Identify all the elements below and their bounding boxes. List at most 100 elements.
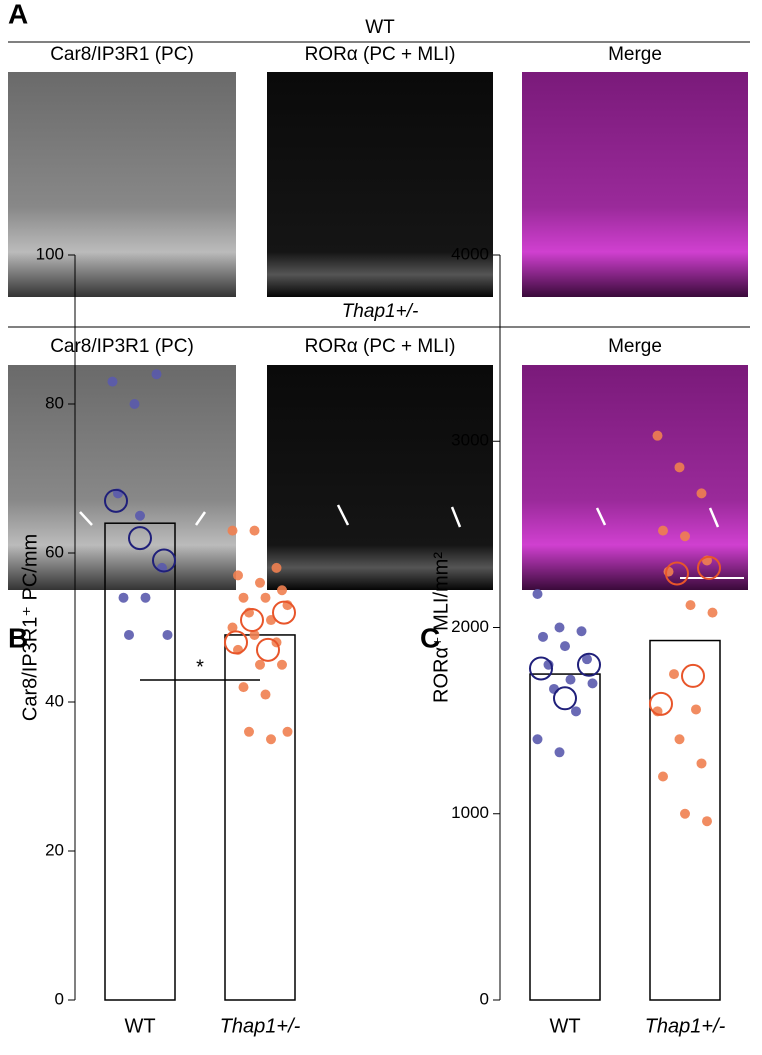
y-tick-label: 3000 bbox=[451, 431, 489, 450]
data-point bbox=[532, 588, 543, 599]
data-point bbox=[538, 631, 548, 642]
animal-mean bbox=[128, 526, 152, 551]
animal-mean bbox=[553, 686, 577, 711]
data-point bbox=[238, 592, 249, 603]
data-point bbox=[227, 622, 238, 633]
micrographs bbox=[8, 72, 748, 590]
data-point bbox=[260, 689, 271, 700]
data-point bbox=[685, 600, 696, 611]
x-tick-label: Thap1+/- bbox=[645, 1015, 726, 1037]
micrograph bbox=[267, 72, 493, 297]
data-point bbox=[162, 629, 173, 640]
data-point bbox=[255, 577, 265, 588]
data-point bbox=[271, 562, 282, 573]
animal-mean bbox=[665, 561, 689, 586]
data-point bbox=[560, 641, 570, 652]
data-point bbox=[674, 462, 685, 473]
bar bbox=[649, 639, 721, 1001]
y-tick-label: 60 bbox=[45, 542, 64, 561]
column-title: Car8/IP3R1 (PC) bbox=[50, 336, 194, 357]
animal-mean bbox=[272, 600, 296, 625]
data-point bbox=[652, 430, 663, 441]
data-point bbox=[260, 592, 271, 603]
animal-mean bbox=[577, 652, 601, 677]
data-point bbox=[691, 704, 701, 715]
data-point bbox=[140, 592, 151, 603]
animal-mean bbox=[256, 637, 280, 662]
data-point bbox=[554, 622, 565, 633]
data-point bbox=[696, 758, 707, 769]
data-point bbox=[571, 706, 581, 717]
data-point bbox=[266, 734, 276, 745]
x-tick-label: WT bbox=[549, 1015, 580, 1037]
data-point bbox=[151, 369, 162, 380]
data-point bbox=[702, 816, 712, 827]
row-title: Thap1+/- bbox=[342, 301, 419, 322]
animal-mean bbox=[240, 608, 264, 633]
y-tick-label: 1000 bbox=[451, 803, 489, 822]
data-point bbox=[680, 531, 690, 542]
data-point bbox=[554, 747, 565, 758]
data-point bbox=[282, 726, 293, 737]
data-point bbox=[107, 376, 118, 387]
panel-label: A bbox=[8, 0, 28, 29]
y-tick-label: 20 bbox=[45, 840, 64, 859]
significance-label: * bbox=[196, 656, 204, 678]
data-point bbox=[277, 659, 287, 670]
animal-mean bbox=[104, 488, 128, 513]
data-point bbox=[249, 629, 260, 640]
data-point bbox=[707, 607, 718, 618]
animal-mean bbox=[681, 663, 705, 688]
y-tick-label: 2000 bbox=[451, 617, 489, 636]
row-title: WT bbox=[365, 17, 395, 38]
bar bbox=[224, 634, 296, 1001]
data-point bbox=[696, 488, 707, 499]
data-point bbox=[674, 734, 685, 745]
column-title: Merge bbox=[608, 44, 662, 65]
bar bbox=[104, 522, 176, 1001]
y-axis-label: RORα⁺ MLI/mm² bbox=[430, 552, 452, 703]
column-title: Merge bbox=[608, 336, 662, 357]
animal-mean bbox=[649, 691, 673, 716]
panel-label: C bbox=[420, 622, 440, 653]
data-point bbox=[658, 525, 668, 536]
data-point bbox=[124, 629, 134, 640]
y-tick-label: 0 bbox=[55, 989, 64, 1008]
data-point bbox=[277, 585, 287, 596]
arrows bbox=[79, 504, 720, 528]
data-point bbox=[582, 654, 592, 665]
panel-label: B bbox=[8, 622, 28, 653]
data-point bbox=[532, 734, 543, 745]
bar bbox=[529, 673, 601, 1001]
data-point bbox=[249, 525, 260, 536]
animal-mean bbox=[697, 555, 721, 580]
data-point bbox=[233, 570, 243, 581]
data-point bbox=[238, 682, 249, 693]
animal-mean bbox=[529, 656, 553, 681]
data-point bbox=[587, 678, 598, 689]
data-point bbox=[129, 399, 140, 409]
data-point bbox=[244, 726, 254, 737]
y-tick-label: 0 bbox=[480, 989, 489, 1008]
animal-mean bbox=[152, 548, 176, 573]
column-title: Car8/IP3R1 (PC) bbox=[50, 44, 194, 65]
micrograph bbox=[8, 72, 236, 297]
micrograph bbox=[522, 365, 748, 590]
data-point bbox=[658, 771, 668, 782]
data-point bbox=[669, 669, 679, 680]
data-point bbox=[255, 659, 265, 670]
data-point bbox=[680, 808, 690, 819]
micrograph bbox=[522, 72, 748, 297]
animal-mean bbox=[224, 630, 248, 655]
column-title: RORα (PC + MLI) bbox=[305, 336, 456, 357]
data-point bbox=[565, 674, 576, 685]
x-tick-label: Thap1+/- bbox=[220, 1015, 301, 1037]
data-point bbox=[118, 592, 129, 603]
data-point bbox=[227, 525, 238, 536]
data-point bbox=[576, 626, 587, 637]
y-tick-label: 80 bbox=[45, 393, 64, 412]
y-tick-label: 40 bbox=[45, 691, 64, 710]
column-title: RORα (PC + MLI) bbox=[305, 44, 456, 65]
y-tick-label: 100 bbox=[36, 244, 64, 263]
